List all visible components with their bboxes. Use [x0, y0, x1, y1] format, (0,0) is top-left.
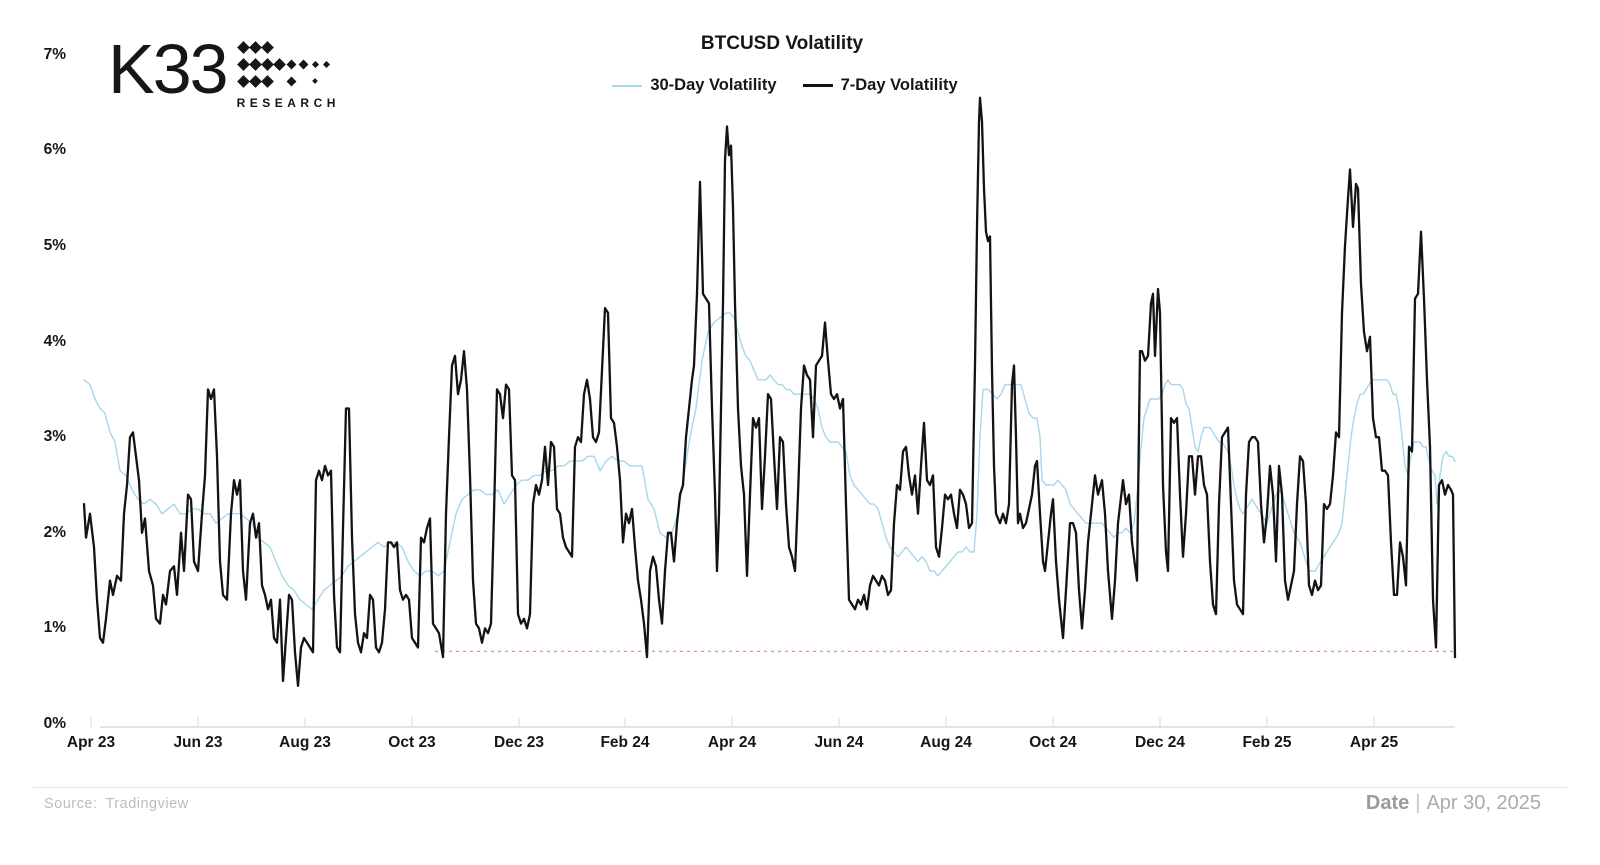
x-tick-label: Dec 23: [494, 734, 544, 751]
chart-legend: 30-Day Volatility 7-Day Volatility: [565, 76, 1005, 95]
k33-logo-sub: RESEARCH: [236, 96, 340, 110]
x-tick-label: Feb 24: [600, 734, 650, 751]
x-tick-label: Aug 24: [920, 734, 972, 751]
x-tick-label: Apr 25: [1349, 734, 1399, 751]
source-value: Tradingview: [105, 796, 189, 812]
y-tick-label: 2%: [43, 523, 66, 541]
y-tick-label: 6%: [43, 141, 66, 159]
y-tick-label: 3%: [43, 428, 66, 446]
source-note: Source: Tradingview: [44, 796, 189, 812]
y-tick-label: 7%: [43, 45, 66, 63]
k33-logo-text: K33: [108, 30, 229, 108]
legend-item-30-day: 30-Day Volatility: [612, 76, 777, 95]
legend-line-30-day-icon: [612, 84, 643, 87]
date-note: Date | Apr 30, 2025: [1366, 792, 1541, 815]
x-tick-label: Oct 24: [1029, 734, 1077, 751]
date-value: Apr 30, 2025: [1426, 792, 1541, 814]
legend-label-30-day: 30-Day Volatility: [650, 76, 777, 94]
x-tick-label: Oct 23: [388, 734, 436, 751]
volatility-chart-plot: [82, 96, 1457, 728]
k33-logo: K33 RESEARCH: [108, 28, 340, 110]
x-tick-label: Jun 24: [814, 734, 864, 751]
x-tick-label: Aug 23: [279, 734, 331, 751]
date-label: Date: [1365, 792, 1410, 814]
y-tick-label: 5%: [43, 237, 66, 254]
source-label: Source:: [44, 796, 98, 812]
date-separator: |: [1415, 792, 1421, 814]
chart-title: BTCUSD Volatility: [700, 33, 864, 54]
x-tick-label: Apr 24: [707, 734, 757, 751]
x-tick-label: Apr 23: [66, 734, 116, 751]
x-tick-label: Jun 23: [173, 734, 223, 751]
x-tick-label: Dec 24: [1135, 734, 1185, 751]
y-tick-label: 0%: [43, 715, 66, 732]
y-tick-label: 4%: [43, 332, 66, 350]
volatility-30d-line: [83, 312, 1456, 610]
x-tick-label: Feb 25: [1242, 734, 1292, 751]
legend-label-7-day: 7-Day Volatility: [840, 76, 958, 94]
footer-divider: [33, 787, 1567, 788]
legend-item-7-day: 7-Day Volatility: [802, 76, 958, 95]
k33-logo-mark: RESEARCH: [237, 28, 340, 110]
legend-line-7-day-icon: [802, 84, 833, 87]
y-tick-label: 1%: [43, 619, 66, 637]
volatility-7d-line: [82, 96, 1457, 687]
